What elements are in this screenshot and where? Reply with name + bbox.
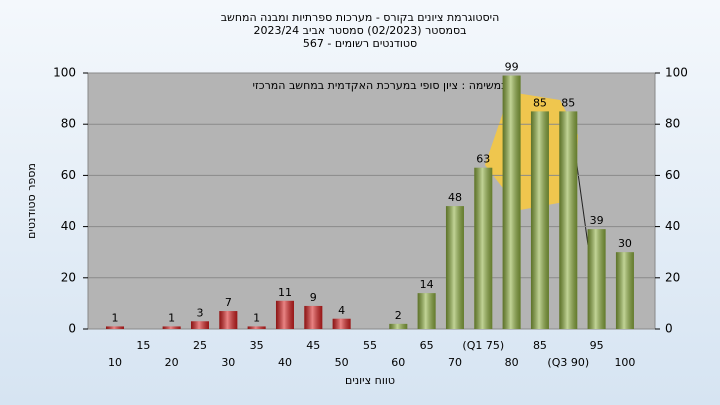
value-label: 99 [505, 61, 519, 74]
bar-shine [417, 293, 436, 329]
bar-shine [190, 321, 209, 329]
y-tick-label: 20 [61, 270, 76, 284]
value-label: 9 [310, 291, 317, 304]
x-tick-label: 30 [221, 356, 235, 369]
y-axis-label: מספר סטודנטים [25, 163, 38, 239]
value-label: 85 [561, 96, 575, 109]
bar-shine [162, 326, 181, 329]
bar-shine [389, 323, 408, 329]
value-label: 2 [395, 309, 402, 322]
chart-subtitle: בסמסטר (02/2023) סמסטר אביב 2023/24 [253, 24, 466, 37]
value-label: 48 [448, 191, 462, 204]
x-tick-label: (Q3 90) [547, 356, 589, 369]
value-label: 4 [338, 304, 345, 317]
x-tick-label: 85 [533, 339, 547, 352]
x-tick-label: 100 [614, 356, 635, 369]
bar-shine [530, 111, 549, 330]
value-label: 1 [168, 311, 175, 324]
bar-shine [106, 326, 124, 329]
x-tick-label: 35 [250, 339, 264, 352]
x-tick-label: 40 [278, 356, 292, 369]
x-tick-label: 65 [420, 339, 434, 352]
x-tick-label: 80 [505, 356, 519, 369]
x-tick-label: (Q1 75) [462, 339, 504, 352]
x-tick-label: 25 [193, 339, 207, 352]
value-label: 14 [420, 278, 434, 291]
chart-subtitle: סטודנטים רשומים - 567 [303, 37, 417, 50]
y2-tick-label: 100 [665, 66, 688, 80]
value-label: 7 [225, 296, 232, 309]
bar-shine [304, 305, 323, 329]
value-label: 3 [196, 306, 203, 319]
bar-shine [332, 318, 351, 329]
y-tick-label: 40 [61, 219, 76, 233]
y-tick-label: 60 [61, 168, 76, 182]
bar-shine [275, 300, 294, 329]
bar-shine [615, 252, 634, 329]
value-label: 1 [253, 311, 260, 324]
y-tick-label: 100 [53, 66, 76, 80]
value-label: 1 [112, 311, 119, 324]
x-tick-label: 15 [136, 339, 150, 352]
value-label: 39 [590, 214, 604, 227]
bar-shine [559, 111, 578, 330]
bar-shine [445, 206, 464, 329]
value-label: 30 [618, 237, 632, 250]
chart-title: היסטוגרמת ציונים בקורס - מערכות ספרתיות … [221, 11, 500, 24]
x-tick-label: 60 [391, 356, 405, 369]
y2-tick-label: 80 [665, 117, 680, 131]
value-label: 85 [533, 96, 547, 109]
bar-shine [474, 167, 493, 329]
y2-tick-label: 0 [665, 322, 673, 336]
x-tick-label: 10 [108, 356, 122, 369]
value-label: 11 [278, 286, 292, 299]
x-tick-label: 45 [306, 339, 320, 352]
y-tick-label: 80 [61, 117, 76, 131]
x-axis-label: טווח ציונים [345, 374, 395, 387]
bar-shine [502, 75, 521, 329]
value-label: 63 [476, 153, 490, 166]
bar-shine [219, 311, 238, 329]
x-tick-label: 70 [448, 356, 462, 369]
bar-shine [247, 326, 266, 329]
x-tick-label: 55 [363, 339, 377, 352]
y-tick-label: 0 [68, 322, 76, 336]
x-tick-label: 95 [590, 339, 604, 352]
y2-tick-label: 60 [665, 168, 680, 182]
x-tick-label: 50 [335, 356, 349, 369]
bar-shine [587, 229, 606, 329]
annotation: במשימה : ציון סופי במערכת האקדמית במחשב … [253, 79, 508, 92]
y2-tick-label: 20 [665, 270, 680, 284]
y2-tick-label: 40 [665, 219, 680, 233]
x-tick-label: 20 [165, 356, 179, 369]
